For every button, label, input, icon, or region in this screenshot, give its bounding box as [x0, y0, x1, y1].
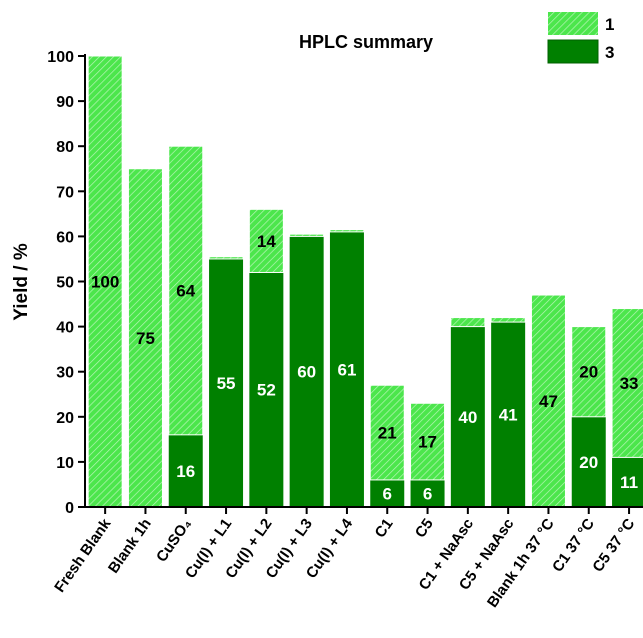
bar-segment: [87, 55, 123, 508]
value-label: 60: [297, 363, 316, 382]
value-label: 41: [499, 406, 518, 425]
bar-segment: [289, 236, 324, 507]
bar-segment: [329, 229, 365, 233]
value-label: 40: [458, 408, 477, 427]
value-label: 17: [418, 433, 437, 452]
y-axis-label: Yield / %: [11, 243, 32, 321]
chart-title: HPLC summary: [299, 32, 433, 52]
bar-segment: [611, 308, 643, 458]
value-label: 64: [176, 282, 195, 301]
value-label: 20: [579, 453, 598, 472]
bar-segment: [329, 231, 364, 507]
y-tick-label: 10: [56, 455, 74, 472]
bar-segment: [530, 294, 566, 508]
x-tick-label: C5: [412, 516, 437, 541]
x-tick-label: CuSO₄: [153, 516, 195, 566]
value-label: 100: [91, 273, 119, 292]
bar-segment: [248, 208, 284, 273]
bar-segment: [289, 233, 325, 237]
bar-segment: [410, 479, 445, 507]
bar-segment: [612, 457, 643, 507]
bar-segment: [450, 326, 485, 507]
value-label: 6: [423, 484, 432, 503]
value-label: 47: [539, 392, 558, 411]
value-label: 52: [257, 381, 276, 400]
bar-segment: [370, 479, 405, 507]
y-tick-label: 50: [56, 275, 74, 292]
value-label: 33: [620, 374, 639, 393]
bar-segment: [571, 326, 607, 418]
bar-segment: [249, 272, 284, 507]
value-label: 21: [378, 424, 397, 443]
x-tick-label: C1: [372, 516, 397, 541]
value-label: 6: [383, 484, 392, 503]
y-tick-label: 100: [47, 49, 74, 66]
y-tick-label: 70: [56, 184, 74, 201]
bar-segment: [168, 145, 204, 436]
y-tick-label: 60: [56, 229, 74, 246]
value-label: 20: [579, 363, 598, 382]
y-tick-label: 80: [56, 139, 74, 156]
bar-segment: [450, 317, 486, 328]
legend-swatch: [547, 39, 599, 64]
y-tick-label: 40: [56, 320, 74, 337]
bar-segment: [571, 416, 606, 507]
legend-swatch: [548, 12, 598, 35]
x-tick-label: Fresh Blank: [51, 515, 115, 596]
bar-segment: [208, 256, 244, 260]
bar-segment: [127, 168, 163, 508]
value-label: 11: [620, 473, 638, 492]
x-tick-label: C5 37 °C: [589, 515, 638, 575]
value-label: 75: [136, 329, 155, 348]
value-label: 55: [217, 374, 236, 393]
y-tick-label: 20: [56, 410, 74, 427]
bar-segment: [410, 402, 446, 481]
legend-label: 3: [605, 43, 614, 62]
value-label: 14: [257, 232, 276, 251]
bar-segment: [168, 434, 203, 507]
bar-segment: [491, 322, 526, 507]
bar-segment: [490, 317, 526, 323]
bar-segment: [369, 384, 405, 481]
legend-label: 1: [605, 15, 614, 34]
value-label: 16: [176, 462, 195, 481]
value-label: 61: [337, 360, 356, 379]
bar-segment: [209, 258, 244, 507]
y-tick-label: 30: [56, 365, 74, 382]
y-tick-label: 0: [65, 500, 74, 517]
y-tick-label: 90: [56, 94, 74, 111]
